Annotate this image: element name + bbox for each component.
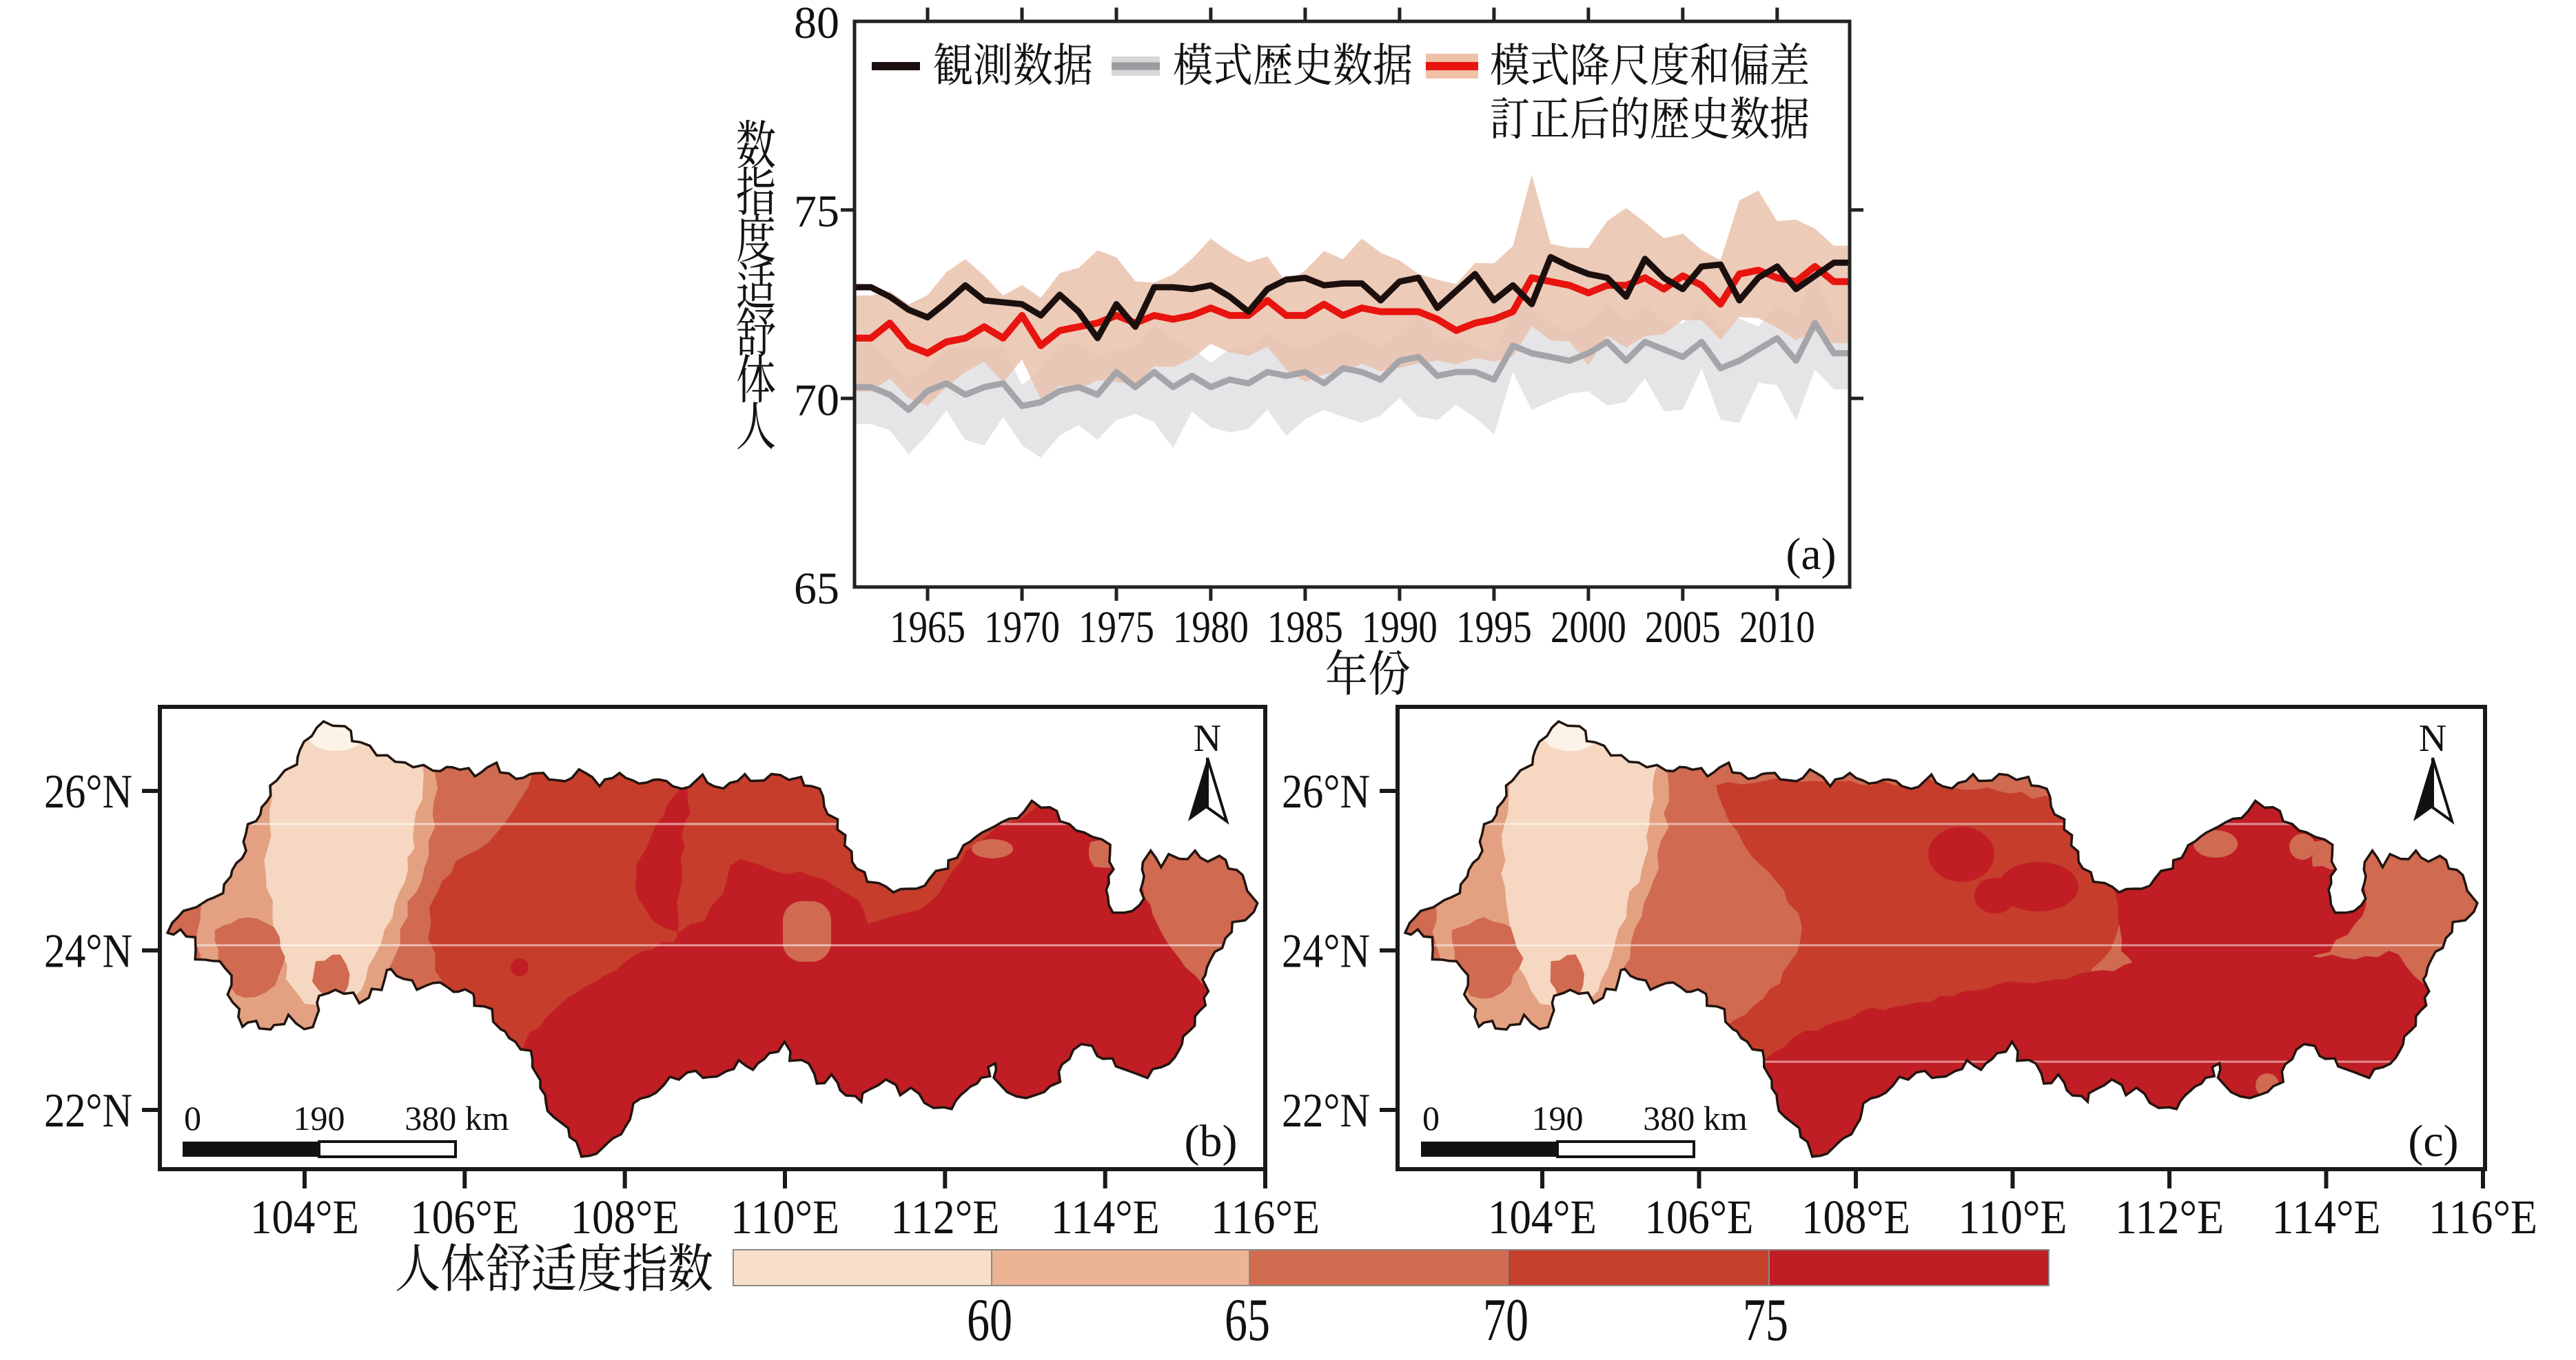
svg-text:22°N: 22°N (44, 1084, 132, 1137)
svg-text:70: 70 (794, 375, 839, 425)
svg-text:26°N: 26°N (44, 765, 132, 818)
svg-text:(b): (b) (1185, 1116, 1238, 1166)
svg-text:380 km: 380 km (405, 1099, 509, 1137)
svg-text:106°E: 106°E (410, 1191, 519, 1244)
svg-text:(c): (c) (2408, 1116, 2458, 1166)
svg-text:116°E: 116°E (1211, 1191, 1320, 1244)
svg-text:22°N: 22°N (1282, 1084, 1370, 1137)
svg-text:190: 190 (294, 1099, 345, 1137)
svg-text:2010: 2010 (1739, 602, 1815, 652)
svg-text:1980: 1980 (1173, 602, 1249, 652)
svg-text:106°E: 106°E (1645, 1191, 1754, 1244)
svg-text:1965: 1965 (890, 602, 965, 652)
svg-text:75: 75 (1743, 1287, 1788, 1354)
svg-text:1995: 1995 (1456, 602, 1532, 652)
svg-text:108°E: 108°E (571, 1191, 679, 1244)
svg-text:108°E: 108°E (1801, 1191, 1910, 1244)
svg-text:112°E: 112°E (2115, 1191, 2224, 1244)
svg-text:104°E: 104°E (1488, 1191, 1597, 1244)
svg-text:65: 65 (1225, 1287, 1270, 1354)
svg-text:104°E: 104°E (250, 1191, 359, 1244)
svg-text:2000: 2000 (1551, 602, 1626, 652)
svg-text:24°N: 24°N (44, 925, 132, 978)
svg-text:1990: 1990 (1362, 602, 1438, 652)
svg-text:65: 65 (794, 564, 839, 614)
svg-text:1975: 1975 (1079, 602, 1154, 652)
svg-text:75: 75 (794, 187, 839, 237)
svg-text:190: 190 (1532, 1099, 1584, 1137)
svg-text:110°E: 110°E (730, 1191, 839, 1244)
svg-text:1985: 1985 (1267, 602, 1343, 652)
svg-text:2005: 2005 (1645, 602, 1721, 652)
svg-text:(a): (a) (1786, 529, 1836, 579)
svg-text:0: 0 (184, 1099, 201, 1137)
svg-text:116°E: 116°E (2429, 1191, 2537, 1244)
svg-text:26°N: 26°N (1282, 765, 1370, 818)
svg-text:1970: 1970 (984, 602, 1060, 652)
svg-text:110°E: 110°E (1959, 1191, 2067, 1244)
svg-text:380 km: 380 km (1643, 1099, 1748, 1137)
svg-text:0: 0 (1422, 1099, 1440, 1137)
svg-text:114°E: 114°E (1051, 1191, 1160, 1244)
svg-text:114°E: 114°E (2272, 1191, 2381, 1244)
svg-text:24°N: 24°N (1282, 925, 1370, 978)
svg-text:60: 60 (967, 1287, 1012, 1354)
svg-text:N: N (1194, 717, 1221, 760)
svg-text:112°E: 112°E (890, 1191, 999, 1244)
svg-text:70: 70 (1483, 1287, 1529, 1354)
svg-text:N: N (2419, 717, 2446, 760)
svg-text:80: 80 (794, 0, 839, 48)
